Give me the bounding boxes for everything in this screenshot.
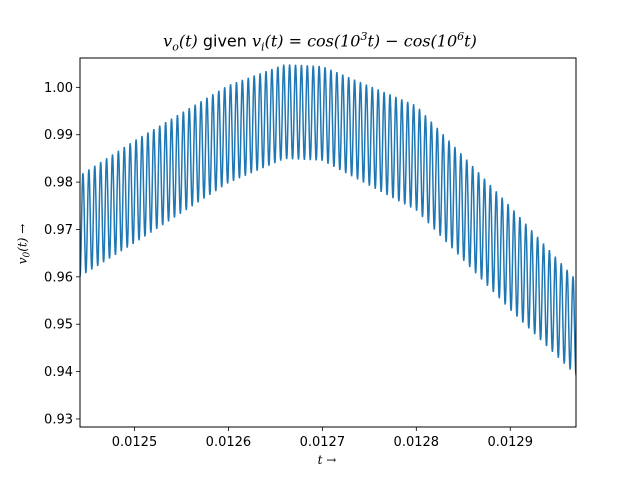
x-tick-label: 0.0126 (206, 435, 252, 450)
x-axis-label: t → (317, 453, 337, 467)
title-vi-arg: (t) = cos(10 (264, 31, 361, 51)
y-tick-label: 0.93 (44, 412, 73, 427)
x-tick-label: 0.0125 (112, 435, 158, 450)
y-tick-label: 0.98 (44, 176, 73, 191)
title-vo-sub: o (172, 40, 179, 54)
title-vo-arg: (t) (178, 31, 198, 51)
series-line (80, 64, 576, 376)
title-vi: v (252, 31, 262, 51)
y-tick-label: 0.94 (44, 365, 73, 380)
ylabel-rest: (t) → (15, 223, 30, 252)
y-tick-label: 0.97 (44, 223, 73, 238)
y-axis-label: v0(t) → (15, 224, 32, 265)
ylabel-sub: 0 (22, 251, 33, 258)
x-tick-label: 0.0127 (300, 435, 346, 450)
y-tick-label: 0.95 (44, 318, 73, 333)
title-exp2: 6 (457, 30, 465, 43)
ylabel-v: v (15, 257, 30, 265)
title-mid: t) − cos(10 (367, 31, 458, 51)
title-exp1: 3 (360, 30, 368, 43)
chart-title: vo(t) given vi(t) = cos(103t) − cos(106t… (0, 30, 640, 54)
y-tick-label: 0.96 (44, 270, 73, 285)
title-end: t) (464, 31, 477, 51)
plot-frame (79, 57, 577, 428)
x-axis: 0.0125 0.0126 0.0127 0.0128 0.0129 (112, 427, 533, 450)
x-tick-label: 0.0129 (487, 435, 533, 450)
y-tick-label: 0.99 (44, 128, 73, 143)
title-given: given (197, 31, 252, 51)
series-layer (80, 64, 576, 376)
title-vi-sub: i (261, 40, 265, 54)
x-tick-label: 0.0128 (394, 435, 440, 450)
y-axis: 0.93 0.94 0.95 0.96 0.97 0.98 0.99 1.00 (44, 81, 80, 427)
y-tick-label: 1.00 (44, 81, 73, 96)
title-vo: v (163, 31, 173, 51)
